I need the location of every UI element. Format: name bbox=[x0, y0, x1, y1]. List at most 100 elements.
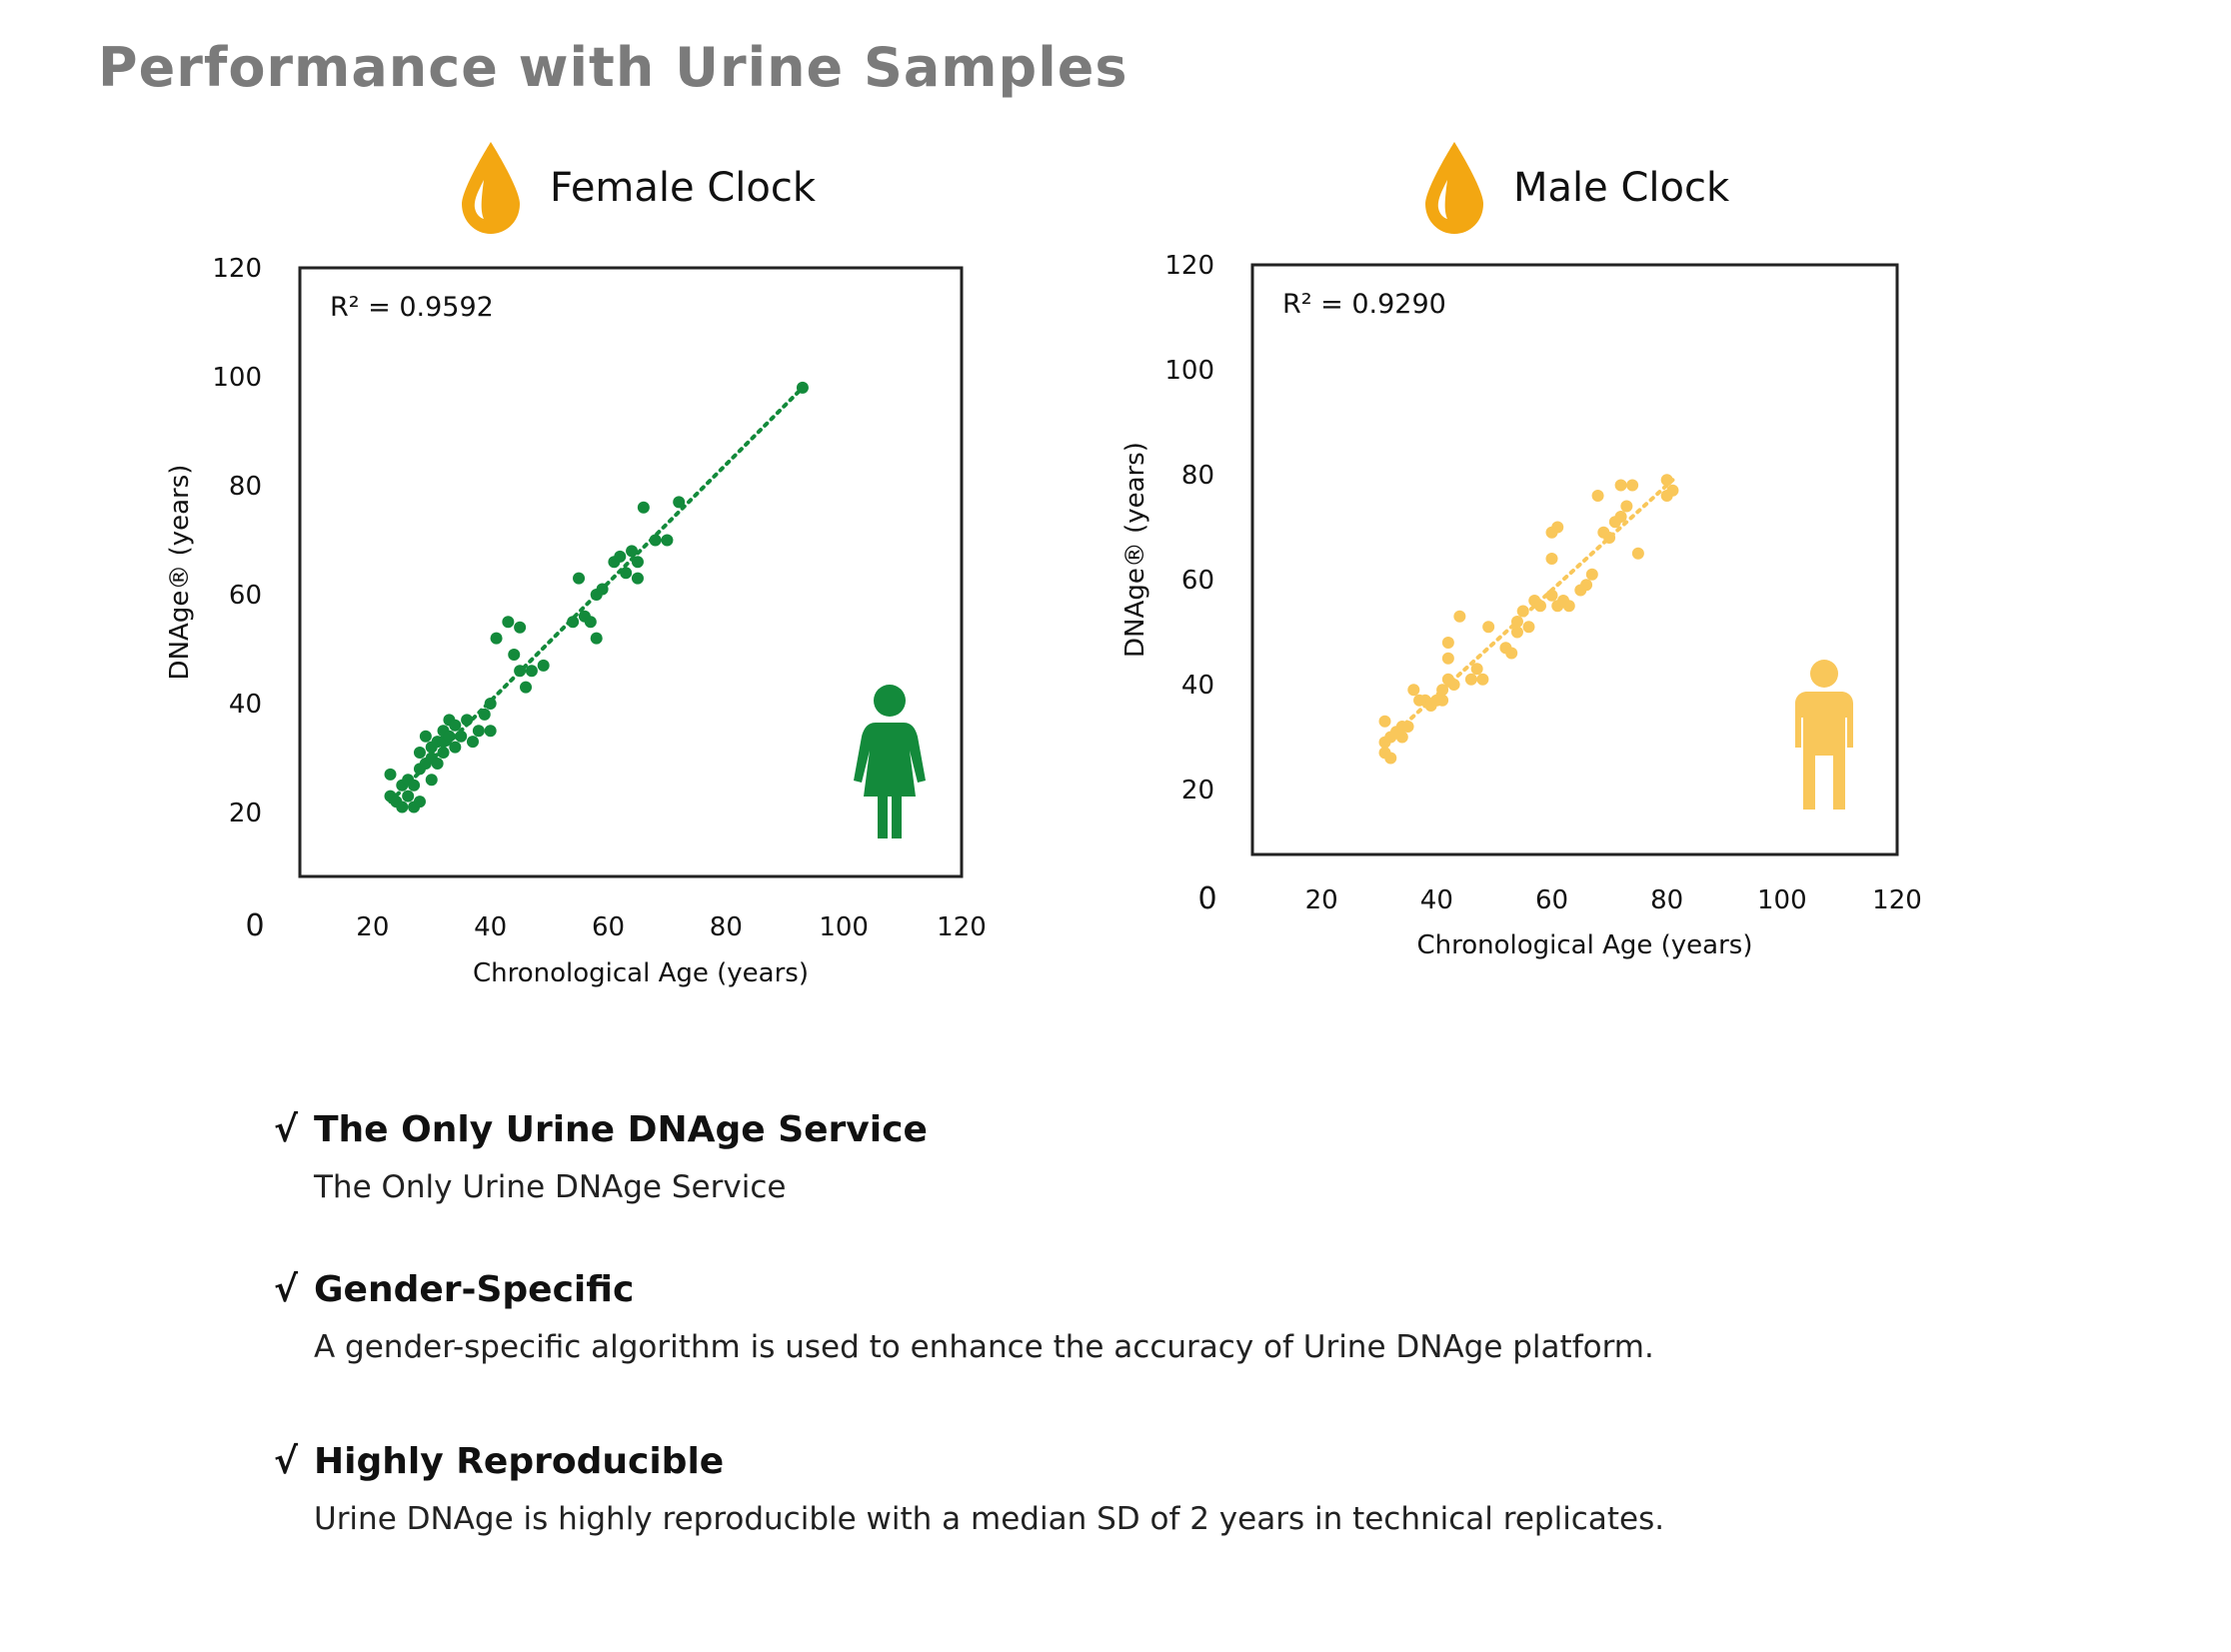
x-tick-label: 120 bbox=[937, 912, 987, 942]
male-person-icon bbox=[1795, 660, 1853, 810]
feature-list: √ The Only Urine DNAge Service The Only … bbox=[274, 1099, 1973, 1547]
data-point bbox=[1384, 752, 1397, 765]
feature-item: √ Gender-Specific A gender-specific algo… bbox=[274, 1259, 1973, 1431]
data-point bbox=[514, 665, 527, 678]
data-point bbox=[1533, 600, 1546, 613]
data-point bbox=[461, 714, 474, 727]
droplet-icon bbox=[462, 142, 520, 234]
data-point bbox=[673, 496, 686, 509]
data-point bbox=[614, 550, 627, 563]
y-axis-label: DNAge® (years) bbox=[165, 465, 195, 681]
data-point bbox=[1453, 610, 1466, 623]
feature-heading: Highly Reproducible bbox=[314, 1440, 725, 1482]
data-point bbox=[1441, 637, 1454, 649]
data-point bbox=[413, 747, 426, 760]
droplet-icon bbox=[1425, 142, 1483, 234]
data-point bbox=[1522, 621, 1535, 634]
data-point bbox=[1476, 673, 1489, 686]
y-tick-label: 60 bbox=[1181, 566, 1214, 596]
feature-description: The Only Urine DNAge Service bbox=[314, 1169, 787, 1205]
data-point bbox=[449, 741, 462, 754]
data-point bbox=[631, 572, 644, 585]
data-point bbox=[419, 730, 432, 743]
x-tick-label: 80 bbox=[710, 912, 743, 942]
plot-frame bbox=[298, 266, 964, 878]
female-scatter-plot: 0 20 40 60 80 100 120 20 40 60 80 100 120 Chronologic… bbox=[165, 254, 987, 988]
r-squared-annotation: R² = 0.9592 bbox=[330, 292, 494, 323]
data-point bbox=[796, 381, 809, 394]
data-point bbox=[1516, 605, 1529, 618]
x-tick-label: 100 bbox=[819, 912, 869, 942]
female-person-icon bbox=[854, 685, 926, 838]
data-point bbox=[1614, 479, 1627, 492]
data-point bbox=[431, 757, 444, 770]
data-point bbox=[437, 747, 450, 760]
data-point bbox=[443, 730, 456, 743]
check-mark: √ bbox=[274, 1108, 299, 1150]
y-tick-label: 20 bbox=[229, 799, 262, 828]
data-point bbox=[472, 725, 485, 738]
x-tick-label: 0 bbox=[245, 908, 264, 943]
data-point bbox=[1510, 616, 1523, 628]
data-point bbox=[1407, 684, 1420, 697]
data-point bbox=[408, 779, 421, 792]
data-point bbox=[1591, 490, 1604, 502]
data-point bbox=[384, 768, 397, 781]
male-chart-title: Male Clock bbox=[1513, 165, 1730, 211]
data-point bbox=[584, 616, 597, 629]
x-tick-label: 60 bbox=[592, 912, 625, 942]
data-point bbox=[631, 556, 644, 569]
data-point bbox=[1464, 673, 1477, 686]
data-point bbox=[537, 659, 550, 672]
data-point bbox=[502, 616, 515, 629]
data-point bbox=[1505, 647, 1518, 660]
female-chart-title: Female Clock bbox=[550, 165, 817, 211]
data-point bbox=[1401, 721, 1414, 733]
data-point bbox=[649, 534, 662, 547]
data-point bbox=[413, 796, 426, 809]
data-point bbox=[590, 632, 603, 645]
female-chart-heading: Female Clock bbox=[458, 140, 816, 236]
x-tick-label: 120 bbox=[1872, 885, 1922, 915]
data-point bbox=[484, 725, 497, 738]
data-point bbox=[596, 583, 609, 596]
data-point bbox=[525, 665, 538, 678]
data-point bbox=[490, 632, 503, 645]
data-point bbox=[1603, 532, 1616, 544]
y-tick-label: 100 bbox=[212, 363, 262, 393]
male-scatter-plot: 0 20 40 60 80 100 120 20 40 60 80 100 120 Chronologic… bbox=[1120, 251, 1922, 960]
male-chart-heading: Male Clock bbox=[1421, 140, 1729, 236]
data-point bbox=[1585, 568, 1598, 581]
data-point bbox=[484, 698, 497, 710]
data-point bbox=[1510, 626, 1523, 639]
data-point bbox=[425, 774, 438, 787]
data-point bbox=[1436, 694, 1449, 707]
data-point bbox=[508, 648, 521, 661]
data-point bbox=[520, 681, 533, 694]
y-tick-label: 20 bbox=[1181, 776, 1214, 806]
r-squared-annotation: R² = 0.9290 bbox=[1282, 289, 1446, 320]
feature-heading: Gender-Specific bbox=[314, 1268, 635, 1310]
data-point bbox=[1545, 553, 1558, 565]
data-point bbox=[1447, 679, 1460, 691]
page-title: Performance with Urine Samples bbox=[98, 36, 1128, 99]
data-point bbox=[637, 501, 650, 514]
data-point bbox=[1551, 521, 1564, 534]
data-point bbox=[1666, 484, 1679, 497]
data-point bbox=[1562, 600, 1575, 613]
feature-heading: The Only Urine DNAge Service bbox=[314, 1108, 928, 1150]
y-tick-label: 80 bbox=[1181, 461, 1214, 491]
y-tick-label: 120 bbox=[212, 254, 262, 284]
x-tick-label: 20 bbox=[1305, 885, 1338, 915]
x-tick-label: 0 bbox=[1197, 881, 1216, 916]
data-point bbox=[1378, 715, 1391, 728]
y-tick-label: 100 bbox=[1164, 356, 1214, 386]
check-mark: √ bbox=[274, 1268, 299, 1310]
x-axis-label: Chronological Age (years) bbox=[473, 958, 809, 988]
data-point bbox=[514, 621, 527, 634]
data-point bbox=[449, 719, 462, 732]
x-tick-label: 60 bbox=[1535, 885, 1568, 915]
y-tick-label: 40 bbox=[229, 690, 262, 720]
feature-description: A gender-specific algorithm is used to e… bbox=[314, 1329, 1654, 1365]
data-point bbox=[466, 736, 479, 749]
